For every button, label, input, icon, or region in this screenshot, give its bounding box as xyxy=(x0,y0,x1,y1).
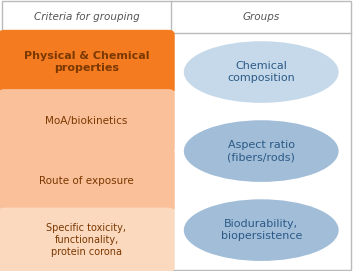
Text: Specific toxicity,
functionality,
protein corona: Specific toxicity, functionality, protei… xyxy=(47,222,126,257)
Text: Biodurability,
biopersistence: Biodurability, biopersistence xyxy=(221,219,302,241)
Ellipse shape xyxy=(184,120,339,182)
Text: Criteria for grouping: Criteria for grouping xyxy=(34,12,139,22)
Text: Aspect ratio
(fibers/rods): Aspect ratio (fibers/rods) xyxy=(227,140,295,162)
Ellipse shape xyxy=(184,41,339,103)
FancyBboxPatch shape xyxy=(0,89,175,154)
Text: Physical & Chemical
properties: Physical & Chemical properties xyxy=(24,51,149,73)
Ellipse shape xyxy=(184,199,339,261)
FancyBboxPatch shape xyxy=(0,208,175,271)
Text: Route of exposure: Route of exposure xyxy=(39,176,134,186)
Text: Groups: Groups xyxy=(243,12,280,22)
FancyBboxPatch shape xyxy=(0,30,175,95)
Text: Chemical
composition: Chemical composition xyxy=(227,61,295,83)
Text: MoA/biokinetics: MoA/biokinetics xyxy=(45,117,128,127)
FancyBboxPatch shape xyxy=(0,149,175,213)
